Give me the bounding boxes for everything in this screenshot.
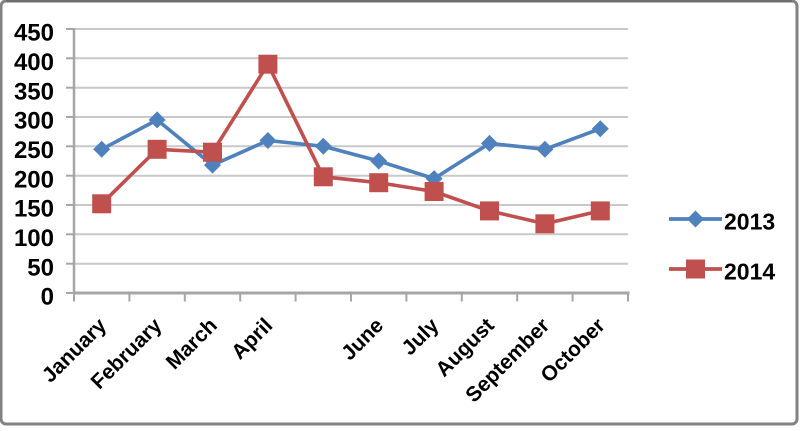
svg-text:0: 0 <box>41 284 54 311</box>
svg-text:350: 350 <box>14 78 54 105</box>
svg-text:250: 250 <box>14 137 54 164</box>
svg-text:300: 300 <box>14 108 54 135</box>
svg-text:50: 50 <box>27 254 54 281</box>
svg-text:100: 100 <box>14 225 54 252</box>
svg-text:450: 450 <box>14 20 54 47</box>
svg-text:400: 400 <box>14 49 54 76</box>
svg-text:2014: 2014 <box>724 258 775 284</box>
svg-text:2013: 2013 <box>724 208 775 234</box>
svg-text:200: 200 <box>14 166 54 193</box>
svg-text:150: 150 <box>14 196 54 223</box>
